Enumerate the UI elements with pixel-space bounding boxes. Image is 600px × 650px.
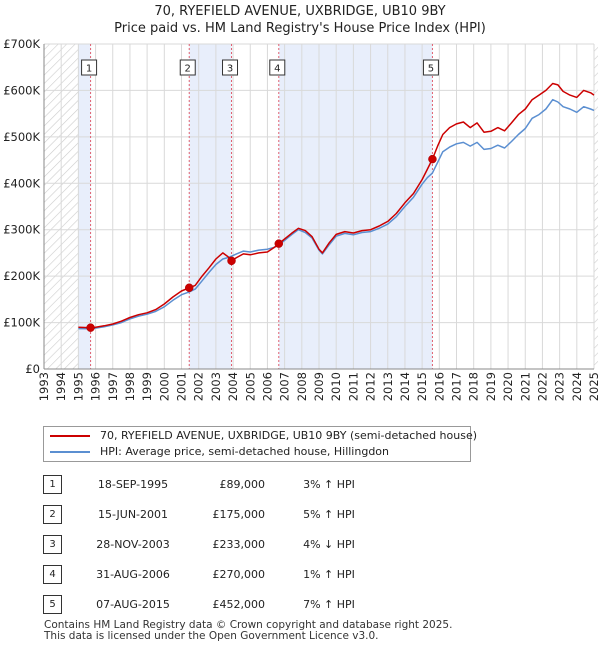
x-tick-label: 2017 <box>450 372 464 401</box>
sale-date: 31-AUG-2006 <box>96 568 170 581</box>
footer-line2: This data is licensed under the Open Gov… <box>44 630 379 642</box>
legend-label-hpi: HPI: Average price, semi-detached house,… <box>100 445 389 458</box>
sale-row: 3 28-NOV-2003 £233,000 4% ↓ HPI <box>43 534 463 554</box>
sale-marker-box <box>422 59 439 76</box>
sale-price: £233,000 <box>212 538 266 551</box>
y-tick-label: £0 <box>25 362 40 376</box>
sale-number-badge: 5 <box>43 595 62 614</box>
sale-row: 5 07-AUG-2015 £452,000 7% ↑ HPI <box>43 594 463 614</box>
sale-hpi-change: 3% ↑ HPI <box>303 478 355 491</box>
x-tick-label: 2010 <box>329 372 343 401</box>
x-tick-label: 2001 <box>175 372 189 401</box>
x-tick-label: 2024 <box>570 372 584 401</box>
sale-marker-label: 5 <box>428 64 434 75</box>
sale-price: £452,000 <box>212 598 266 611</box>
sale-row: 2 15-JUN-2001 £175,000 5% ↑ HPI <box>43 504 463 524</box>
sale-row: 1 18-SEP-1995 £89,000 3% ↑ HPI <box>43 474 463 494</box>
period-band <box>78 44 91 369</box>
sale-date: 07-AUG-2015 <box>96 598 170 611</box>
sale-point <box>274 239 284 248</box>
y-tick-label: £400K <box>3 176 40 190</box>
y-tick-label: £600K <box>3 83 40 97</box>
no-data-hatch <box>594 44 598 369</box>
sale-point <box>86 323 95 332</box>
x-tick-label: 2021 <box>518 372 532 401</box>
sale-point <box>184 283 194 292</box>
sale-marker-box <box>81 59 98 76</box>
x-tick-label: 2006 <box>260 372 274 401</box>
sale-number-badge: 2 <box>43 505 62 524</box>
y-tick-label: £700K <box>3 37 40 51</box>
x-tick-label: 2014 <box>398 372 412 401</box>
x-tick-label: 1997 <box>106 372 120 401</box>
hpi-series-line <box>78 98 595 330</box>
x-tick-label: 1993 <box>37 372 51 401</box>
sale-row: 4 31-AUG-2006 £270,000 1% ↑ HPI <box>43 564 463 584</box>
sale-marker-box <box>179 59 196 76</box>
chart-title-line1: 70, RYEFIELD AVENUE, UXBRIDGE, UB10 9BY <box>154 4 446 19</box>
sale-point <box>227 256 236 266</box>
sale-date: 18-SEP-1995 <box>97 478 169 491</box>
price-series-line <box>78 82 595 329</box>
y-tick-label: £100K <box>3 316 40 330</box>
sale-date: 28-NOV-2003 <box>96 538 170 551</box>
sale-hpi-change: 1% ↑ HPI <box>303 568 355 581</box>
chart-legend: 70, RYEFIELD AVENUE, UXBRIDGE, UB10 9BY … <box>43 426 477 462</box>
x-tick-label: 2000 <box>157 372 171 401</box>
sale-hpi-change: 4% ↓ HPI <box>303 538 355 551</box>
sale-date: 15-JUN-2001 <box>97 508 169 521</box>
sale-price: £175,000 <box>212 508 266 521</box>
x-tick-label: 1994 <box>54 372 68 401</box>
period-band <box>278 44 433 369</box>
legend-label-price: 70, RYEFIELD AVENUE, UXBRIDGE, UB10 9BY … <box>100 429 478 442</box>
x-tick-label: 2004 <box>226 372 240 401</box>
x-tick-label: 2005 <box>243 372 257 401</box>
chart-title-line2: Price paid vs. HM Land Registry's House … <box>114 21 486 36</box>
chart-title: 70, RYEFIELD AVENUE, UXBRIDGE, UB10 9BY … <box>0 3 600 37</box>
sale-marker-box <box>222 59 239 76</box>
sale-marker-label: 4 <box>274 64 280 75</box>
sale-hpi-change: 5% ↑ HPI <box>303 508 355 521</box>
sale-price: £270,000 <box>212 568 266 581</box>
sale-price: £89,000 <box>219 478 266 491</box>
x-tick-label: 1996 <box>89 372 103 401</box>
sale-point <box>428 154 437 164</box>
x-tick-label: 2015 <box>415 372 429 401</box>
x-tick-label: 1999 <box>140 372 154 401</box>
footer-attribution: Contains HM Land Registry data © Crown c… <box>44 620 584 642</box>
y-tick-label: £200K <box>3 269 40 283</box>
x-tick-label: 2023 <box>553 372 567 401</box>
sale-number-badge: 3 <box>43 535 62 554</box>
price-chart: 1 2 3 4 5 £0 £100K £200K £300K £400K £500K £600K £7… <box>3 37 600 401</box>
x-tick-label: 1995 <box>71 372 85 401</box>
x-tick-label: 2012 <box>364 372 378 401</box>
x-tick-label: 1998 <box>123 372 137 401</box>
x-tick-label: 2003 <box>209 372 223 401</box>
x-tick-label: 2025 <box>587 372 600 401</box>
sale-hpi-change: 7% ↑ HPI <box>303 598 355 611</box>
sale-marker-label: 1 <box>86 64 92 75</box>
x-tick-label: 2020 <box>501 372 515 401</box>
x-tick-label: 2022 <box>535 372 549 401</box>
sale-number-badge: 4 <box>43 565 62 584</box>
x-tick-label: 2008 <box>295 372 309 401</box>
sale-marker-box <box>269 59 286 76</box>
x-tick-label: 2018 <box>467 372 481 401</box>
sale-marker-label: 2 <box>185 64 191 75</box>
period-band <box>189 44 232 369</box>
x-tick-label: 2013 <box>381 372 395 401</box>
sale-number-badge: 1 <box>43 475 62 494</box>
x-tick-label: 2007 <box>278 372 292 401</box>
y-tick-label: £300K <box>3 223 40 237</box>
legend-swatch-hpi <box>50 451 90 453</box>
x-tick-label: 2009 <box>312 372 326 401</box>
footer-line1: Contains HM Land Registry data © Crown c… <box>44 619 453 631</box>
x-tick-label: 2019 <box>484 372 498 401</box>
x-tick-label: 2002 <box>192 372 206 401</box>
x-tick-label: 2011 <box>346 372 360 401</box>
y-tick-label: £500K <box>3 130 40 144</box>
sale-marker-label: 3 <box>227 64 233 75</box>
legend-swatch-price <box>50 435 90 437</box>
x-tick-label: 2016 <box>432 372 446 401</box>
